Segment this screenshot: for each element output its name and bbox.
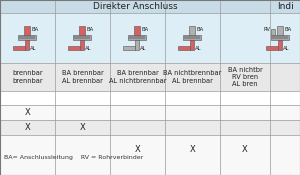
- Text: X: X: [190, 145, 195, 153]
- Bar: [13, 46, 25, 50]
- Bar: [0, 135, 300, 175]
- Bar: [25, 40, 29, 50]
- Bar: [68, 46, 80, 50]
- Bar: [270, 0, 300, 13]
- Bar: [55, 63, 110, 91]
- Text: X: X: [242, 145, 248, 153]
- Bar: [134, 26, 140, 35]
- Bar: [128, 35, 146, 40]
- Bar: [0, 0, 270, 13]
- Bar: [183, 35, 201, 40]
- Bar: [271, 35, 289, 40]
- Bar: [0, 120, 300, 135]
- Bar: [190, 26, 194, 35]
- Text: BA: BA: [142, 27, 149, 32]
- Bar: [266, 46, 278, 50]
- Text: Direkter Anschluss: Direkter Anschluss: [93, 2, 177, 11]
- Text: AL: AL: [283, 46, 290, 51]
- Bar: [220, 13, 270, 63]
- Text: BA: BA: [196, 27, 204, 32]
- Text: X: X: [25, 123, 30, 132]
- Bar: [73, 35, 92, 40]
- Text: BA: BA: [285, 27, 292, 32]
- Bar: [278, 26, 283, 35]
- Bar: [0, 105, 300, 120]
- Text: AL: AL: [195, 46, 202, 51]
- Text: AL: AL: [30, 46, 37, 51]
- Bar: [190, 40, 194, 50]
- Bar: [110, 13, 165, 63]
- Bar: [135, 40, 139, 50]
- Bar: [184, 36, 200, 39]
- Text: brennbar
brennbar: brennbar brennbar: [12, 70, 43, 84]
- Bar: [129, 36, 145, 39]
- Text: Indi: Indi: [277, 2, 293, 11]
- Text: RV: RV: [263, 27, 270, 32]
- Text: BA: BA: [32, 27, 39, 32]
- Bar: [25, 26, 29, 35]
- Text: BA: BA: [87, 27, 94, 32]
- Text: BA= Anschlussleitung    RV = Rohrverbinder: BA= Anschlussleitung RV = Rohrverbinder: [4, 155, 143, 159]
- Bar: [165, 13, 220, 63]
- Bar: [165, 63, 220, 91]
- Bar: [80, 26, 85, 35]
- Bar: [272, 36, 288, 39]
- Bar: [278, 40, 282, 50]
- Bar: [270, 63, 300, 91]
- Bar: [270, 13, 300, 63]
- Bar: [19, 36, 35, 39]
- Bar: [18, 35, 36, 40]
- Bar: [271, 29, 275, 35]
- Text: X: X: [80, 123, 85, 132]
- Bar: [220, 63, 270, 91]
- Text: AL: AL: [85, 46, 92, 51]
- Text: X: X: [135, 145, 140, 153]
- Text: AL: AL: [140, 46, 147, 51]
- Bar: [80, 40, 84, 50]
- Text: BA nichtbrennbar
AL brennbar: BA nichtbrennbar AL brennbar: [163, 70, 222, 84]
- Text: BA brennbar
AL nichtbrennbar: BA brennbar AL nichtbrennbar: [109, 70, 166, 84]
- Bar: [55, 13, 110, 63]
- Text: BA nichtbr
RV bren
AL bren: BA nichtbr RV bren AL bren: [228, 66, 262, 88]
- Bar: [0, 13, 55, 63]
- Bar: [110, 63, 165, 91]
- Bar: [0, 63, 55, 91]
- Bar: [178, 46, 190, 50]
- Text: X: X: [25, 108, 30, 117]
- Text: BA brennbar
AL brennbar: BA brennbar AL brennbar: [61, 70, 103, 84]
- Bar: [123, 46, 135, 50]
- Bar: [74, 36, 90, 39]
